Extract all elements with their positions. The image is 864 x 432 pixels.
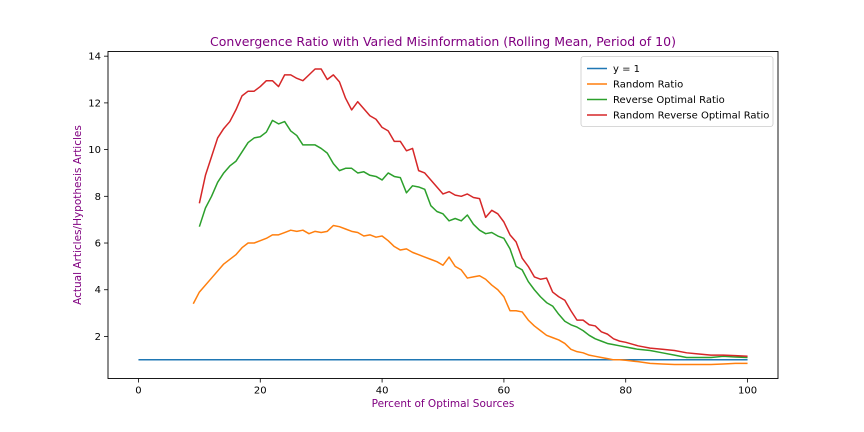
plot-frame: [107, 51, 779, 379]
y-tick-label: 2: [95, 332, 101, 343]
legend-box: [580, 56, 774, 127]
chart-title: Convergence Ratio with Varied Misinforma…: [210, 34, 676, 49]
y-axis-label: Actual Articles/Hypothesis Articles: [72, 125, 84, 305]
legend-entry: y = 1: [613, 64, 640, 75]
x-tick-label: 80: [619, 386, 632, 397]
legend-entry: Random Ratio: [613, 80, 683, 91]
x-axis-ticks: 0 20 40 60 80 100: [135, 378, 757, 397]
x-tick-label: 0: [135, 386, 141, 397]
x-tick-label: 20: [254, 386, 267, 397]
legend-entry: Reverse Optimal Ratio: [613, 95, 725, 106]
y-tick-label: 8: [95, 192, 101, 203]
y-tick-label: 14: [88, 52, 101, 63]
x-tick-label: 100: [738, 386, 757, 397]
series-line-3: [198, 119, 748, 359]
x-axis-label: Percent of Optimal Sources: [372, 398, 515, 410]
series-line-4: [198, 68, 748, 358]
y-tick-label: 4: [95, 285, 101, 296]
legend: y = 1 Random Ratio Reverse Optimal Ratio Ra…: [580, 56, 774, 127]
x-tick-label: 40: [376, 386, 389, 397]
series-line-2: [192, 224, 748, 366]
y-tick-label: 12: [88, 98, 101, 109]
y-tick-label: 10: [88, 145, 101, 156]
y-tick-label: 6: [95, 239, 101, 250]
x-tick-label: 60: [498, 386, 511, 397]
legend-entry: Random Reverse Optimal Ratio: [613, 111, 769, 122]
series-layer: [138, 68, 748, 366]
y-axis-ticks: 2 4 6 8 10 12 14: [88, 52, 108, 343]
